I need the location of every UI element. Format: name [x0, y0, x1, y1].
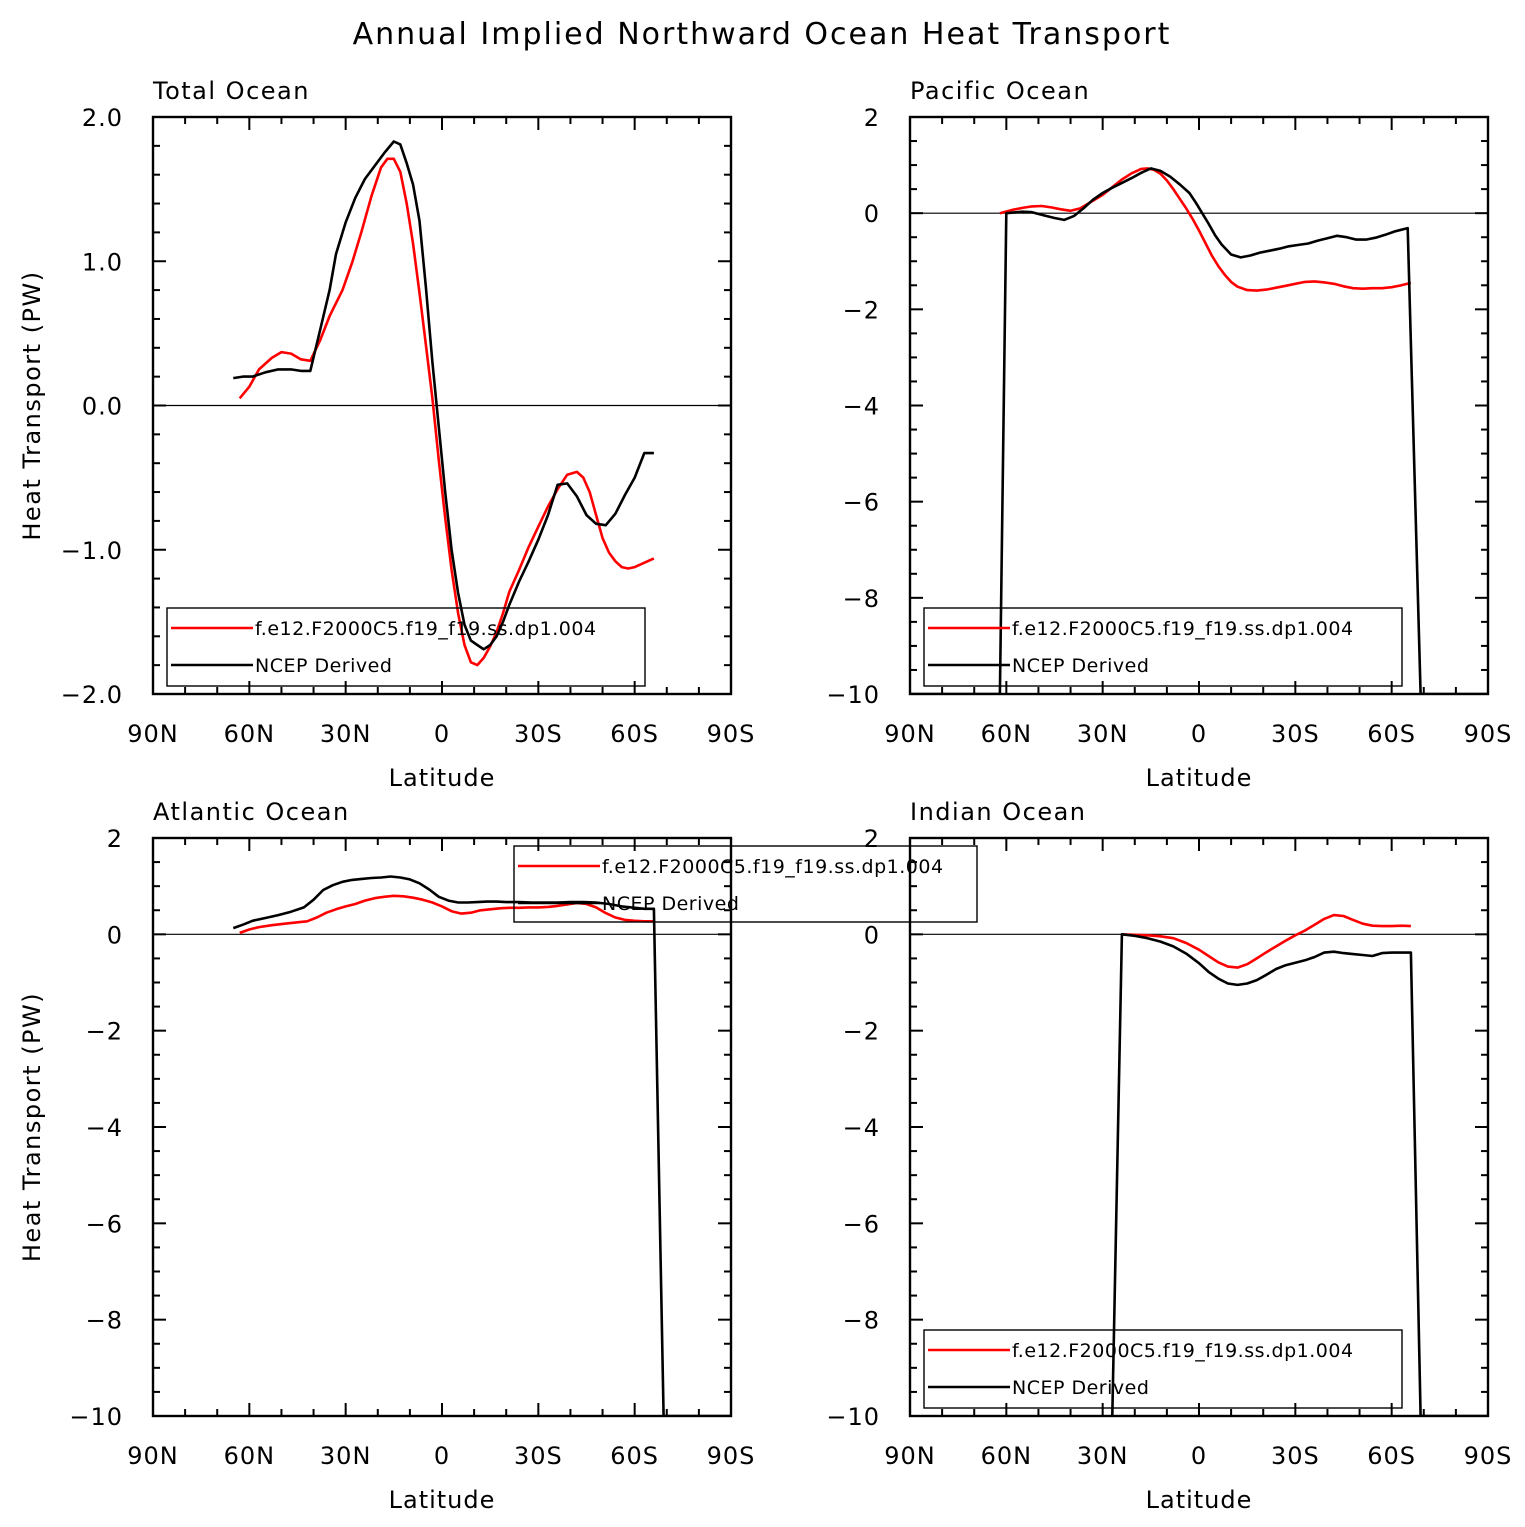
x-tick-label: 60S	[610, 720, 659, 748]
y-axis-label: Heat Transport (PW)	[18, 270, 46, 540]
figure-title: Annual Implied Northward Ocean Heat Tran…	[353, 17, 1172, 52]
x-tick-label: 0	[434, 1442, 450, 1470]
y-tick-label: 0	[864, 200, 880, 228]
y-tick-label: −10	[69, 1403, 123, 1431]
x-tick-label: 30N	[1077, 1442, 1129, 1470]
legend-box	[513, 845, 978, 923]
model-series-line	[999, 167, 1412, 292]
y-tick-label: −6	[843, 1210, 880, 1238]
x-tick-label: 30N	[320, 720, 372, 748]
x-tick-label: 90S	[707, 720, 756, 748]
y-tick-label: 2	[864, 104, 880, 132]
y-tick-label: −1.0	[61, 537, 123, 565]
y-tick-label: −10	[826, 1403, 880, 1431]
legend-label: f.e12.F2000C5.f19_f19.ss.dp1.004	[1012, 618, 1354, 640]
y-tick-label: 2	[107, 825, 123, 853]
y-tick-label: −4	[843, 1114, 880, 1142]
panel-title: Atlantic Ocean	[153, 798, 350, 826]
panel-2: 90N 60N 30N 0 30S 60S 90S −10 −8 −6 −4 −2 0 2 Atlantic…	[18, 798, 978, 1514]
panel-3: 90N 60N 30N 0 30S 60S 90S −10 −8 −6 −4 −2 0 2 Indian O…	[826, 798, 1513, 1514]
x-tick-label: 30S	[1271, 1442, 1320, 1470]
x-tick-label: 60N	[981, 1442, 1033, 1470]
y-tick-label: −8	[843, 1307, 880, 1335]
x-tick-label: 90N	[127, 1442, 179, 1470]
x-tick-label: 60S	[610, 1442, 659, 1470]
legend-label: NCEP Derived	[255, 655, 392, 677]
y-tick-label: −4	[843, 393, 880, 421]
x-axis-label: Latitude	[1146, 764, 1253, 792]
x-tick-label: 30S	[514, 1442, 563, 1470]
panel-title: Indian Ocean	[910, 798, 1087, 826]
y-tick-label: 0	[107, 921, 123, 949]
x-tick-label: 30S	[1271, 720, 1320, 748]
y-tick-label: −6	[843, 489, 880, 517]
legend: f.e12.F2000C5.f19_f19.ss.dp1.004 NCEP Der…	[513, 845, 978, 923]
legend-label: f.e12.F2000C5.f19_f19.ss.dp1.004	[602, 856, 944, 878]
model-series-line	[238, 157, 655, 667]
legend-box	[923, 607, 1403, 687]
ncep-series-line	[910, 167, 1488, 694]
x-tick-label: 90N	[884, 720, 936, 748]
ncep-series-line	[1111, 932, 1488, 1416]
legend-label: NCEP Derived	[1012, 1377, 1149, 1399]
legend-box	[166, 607, 646, 687]
y-tick-label: 0.0	[82, 393, 123, 421]
x-axis-label: Latitude	[1146, 1486, 1253, 1514]
x-tick-label: 30S	[514, 720, 563, 748]
legend: f.e12.F2000C5.f19_f19.ss.dp1.004 NCEP Der…	[923, 1329, 1403, 1409]
x-axis-label: Latitude	[389, 1486, 496, 1514]
x-tick-label: 60N	[981, 720, 1033, 748]
y-tick-label: −2	[843, 1018, 880, 1046]
x-tick-label: 90N	[127, 720, 179, 748]
y-tick-label: −8	[86, 1307, 123, 1335]
y-tick-label: −4	[86, 1114, 123, 1142]
x-tick-label: 60S	[1367, 720, 1416, 748]
y-tick-label: 0	[864, 921, 880, 949]
panel-1: 90N 60N 30N 0 30S 60S 90S −10 −8 −6 −4 −2 0 2 Pacific …	[826, 77, 1513, 792]
x-tick-label: 30N	[1077, 720, 1129, 748]
x-tick-label: 60N	[224, 720, 276, 748]
ncep-series-line	[232, 875, 731, 1416]
x-tick-label: 0	[1191, 720, 1207, 748]
x-axis-label: Latitude	[389, 764, 496, 792]
y-tick-label: 2.0	[82, 104, 123, 132]
x-tick-label: 60N	[224, 1442, 276, 1470]
y-tick-label: 2	[864, 825, 880, 853]
y-axis-label: Heat Transport (PW)	[18, 992, 46, 1262]
x-tick-label: 0	[1191, 1442, 1207, 1470]
x-tick-label: 30N	[320, 1442, 372, 1470]
x-tick-label: 0	[434, 720, 450, 748]
legend-label: NCEP Derived	[602, 893, 739, 915]
legend-box	[923, 1329, 1403, 1409]
model-series-line	[1121, 913, 1411, 969]
panel-title: Pacific Ocean	[910, 77, 1090, 105]
ncep-series-line	[233, 140, 654, 651]
x-tick-label: 90N	[884, 1442, 936, 1470]
x-tick-label: 90S	[1464, 1442, 1513, 1470]
panel-title: Total Ocean	[152, 77, 310, 105]
y-tick-label: −2	[843, 296, 880, 324]
y-tick-label: −6	[86, 1210, 123, 1238]
x-tick-label: 60S	[1367, 1442, 1416, 1470]
legend-label: NCEP Derived	[1012, 655, 1149, 677]
legend: f.e12.F2000C5.f19_f19.ss.dp1.004 NCEP Der…	[166, 607, 646, 687]
x-tick-label: 90S	[707, 1442, 756, 1470]
x-tick-label: 90S	[1464, 720, 1513, 748]
y-tick-label: 1.0	[82, 248, 123, 276]
y-tick-label: −8	[843, 585, 880, 613]
y-tick-label: −2.0	[61, 681, 123, 709]
panel-0: 90N 60N 30N 0 30S 60S 90S −2.0 −1.0 0.0 1.0 2.0 Tota…	[18, 77, 756, 792]
y-tick-label: −2	[86, 1018, 123, 1046]
legend: f.e12.F2000C5.f19_f19.ss.dp1.004 NCEP Der…	[923, 607, 1403, 687]
legend-label: f.e12.F2000C5.f19_f19.ss.dp1.004	[255, 618, 597, 640]
y-tick-label: −10	[826, 681, 880, 709]
legend-label: f.e12.F2000C5.f19_f19.ss.dp1.004	[1012, 1340, 1354, 1362]
